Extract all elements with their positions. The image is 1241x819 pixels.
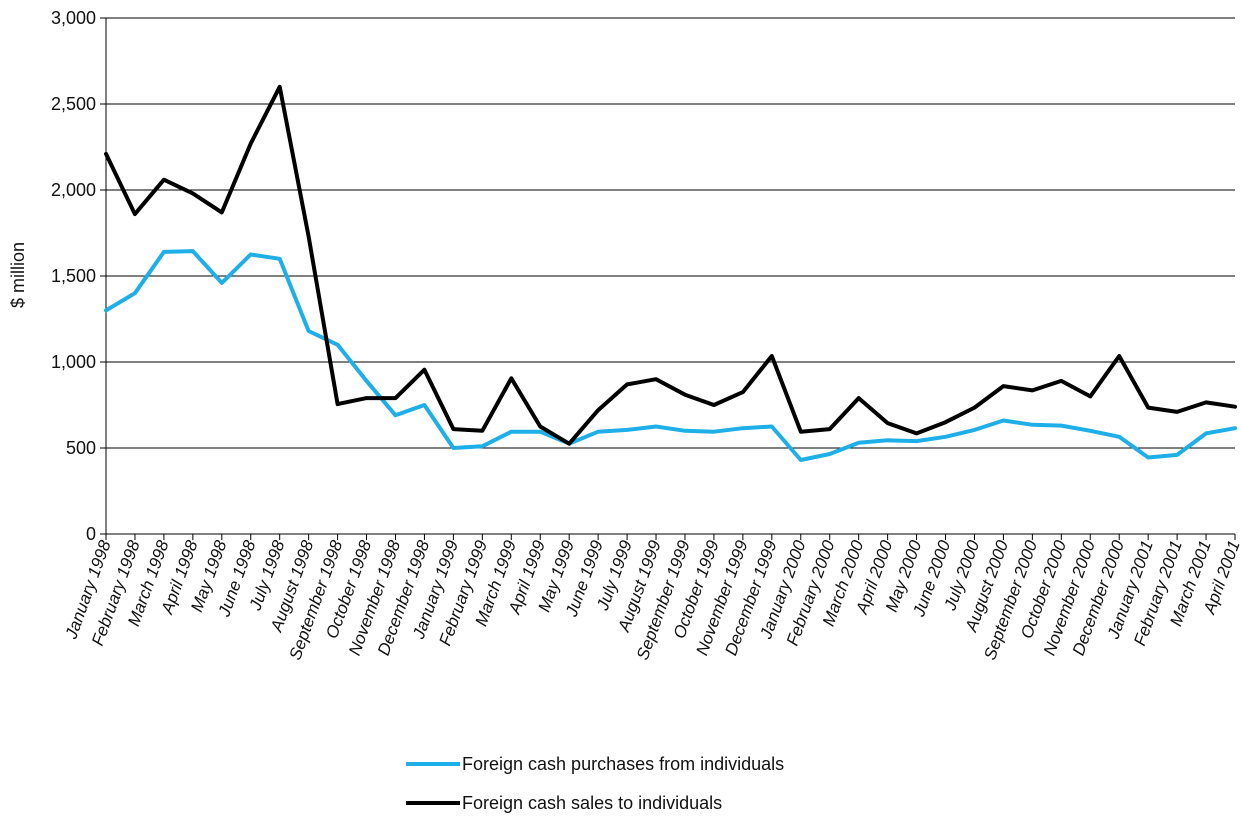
y-tick-label: 2,000	[51, 180, 96, 200]
y-tick-label: 500	[66, 438, 96, 458]
series-line-2	[104, 84, 1237, 446]
y-tick-label: 3,000	[51, 8, 96, 28]
series-line-1	[104, 249, 1237, 462]
y-tick-label: 2,500	[51, 94, 96, 114]
legend: Foreign cash purchases from individuals F…	[406, 754, 784, 813]
legend-label: Foreign cash sales to individuals	[462, 793, 722, 813]
y-axis: 0 500 1,000 1,500 2,000 2,500 3,000	[51, 8, 107, 544]
series-lines	[104, 84, 1237, 462]
gridlines	[106, 17, 1235, 535]
legend-label: Foreign cash purchases from individuals	[462, 754, 784, 774]
legend-item-2: Foreign cash sales to individuals	[406, 793, 722, 813]
y-tick-label: 1,500	[51, 266, 96, 286]
y-tick-label: 1,000	[51, 352, 96, 372]
y-tick-label: 0	[86, 524, 96, 544]
y-axis-title: $ million	[8, 242, 28, 308]
legend-item-1: Foreign cash purchases from individuals	[406, 754, 784, 774]
